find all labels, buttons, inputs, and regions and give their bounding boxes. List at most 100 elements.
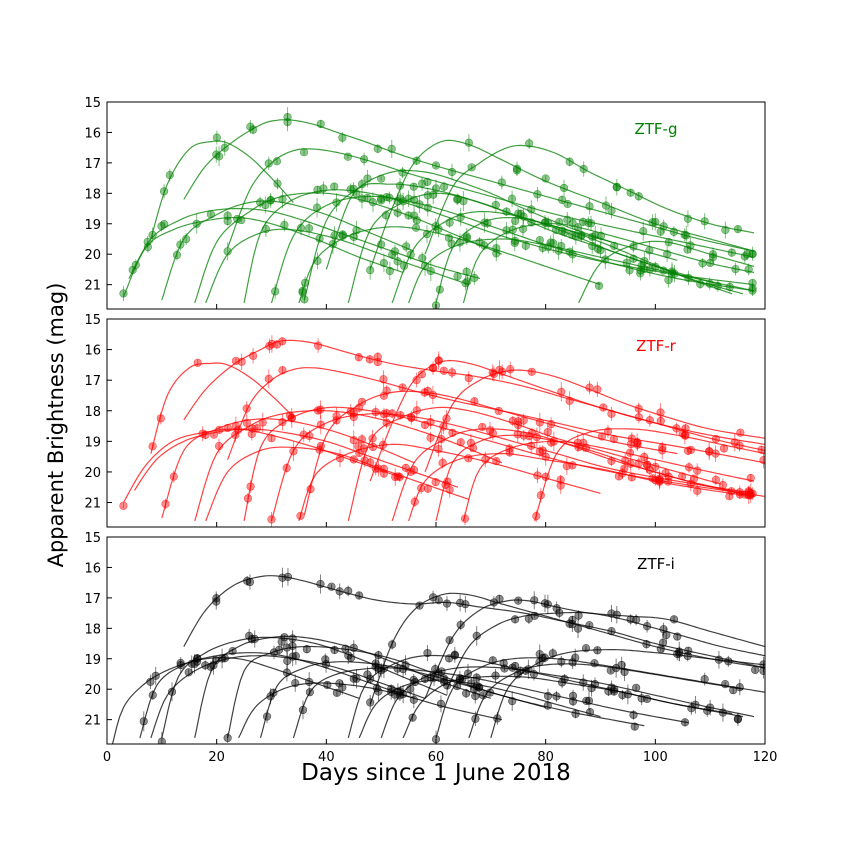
data-point xyxy=(597,432,606,441)
data-point xyxy=(634,404,643,413)
data-point xyxy=(555,608,564,617)
data-point xyxy=(442,414,451,423)
data-point xyxy=(160,220,169,229)
data-point xyxy=(437,434,446,444)
data-point xyxy=(461,600,470,609)
data-point xyxy=(220,143,229,152)
model-curve-10 xyxy=(194,192,503,304)
data-point xyxy=(332,688,342,697)
data-point xyxy=(714,655,724,664)
data-points-11 xyxy=(267,407,757,527)
data-points-0 xyxy=(231,335,739,452)
data-point xyxy=(683,651,692,661)
data-point xyxy=(626,459,635,468)
data-point xyxy=(584,696,594,705)
data-point xyxy=(610,687,619,696)
data-point xyxy=(643,694,652,704)
data-point xyxy=(462,267,471,276)
data-point xyxy=(495,594,504,603)
data-point xyxy=(759,456,765,465)
data-point xyxy=(508,663,517,672)
data-point xyxy=(541,452,550,461)
data-point xyxy=(574,611,583,620)
data-point xyxy=(407,413,416,423)
data-point xyxy=(439,366,448,375)
model-curve-18 xyxy=(408,238,755,304)
data-point xyxy=(332,412,341,421)
data-point xyxy=(536,491,545,500)
model-curve-16 xyxy=(468,663,744,739)
data-points-8 xyxy=(209,630,488,704)
data-point xyxy=(658,446,667,455)
data-point xyxy=(341,644,350,653)
data-point xyxy=(385,266,394,276)
data-point xyxy=(242,418,251,427)
data-point xyxy=(245,577,255,587)
x-tick-label: 0 xyxy=(103,750,111,765)
data-point xyxy=(573,223,582,232)
data-point xyxy=(630,722,639,731)
data-point xyxy=(217,654,227,663)
data-point xyxy=(304,224,314,233)
data-point xyxy=(228,647,237,656)
data-points-19 xyxy=(532,424,765,522)
data-point xyxy=(428,593,438,602)
data-points-8 xyxy=(119,211,394,302)
data-points-4 xyxy=(467,138,742,239)
data-point xyxy=(478,422,487,432)
data-point xyxy=(681,431,690,440)
data-point xyxy=(559,183,569,193)
data-point xyxy=(243,494,253,503)
data-point xyxy=(664,238,673,247)
y-tick-label: 21 xyxy=(84,497,101,512)
data-point xyxy=(506,365,515,374)
data-point xyxy=(313,256,322,265)
data-point xyxy=(568,615,577,624)
y-tick-label: 20 xyxy=(84,466,101,481)
data-points-19 xyxy=(480,216,753,276)
data-point xyxy=(431,477,440,487)
data-point xyxy=(388,250,397,259)
data-point xyxy=(379,469,389,478)
data-point xyxy=(393,664,402,673)
data-point xyxy=(212,594,221,603)
y-tick-label: 15 xyxy=(84,531,101,546)
data-point xyxy=(464,138,474,147)
data-point xyxy=(379,258,389,268)
y-tick-label: 20 xyxy=(84,683,101,698)
data-point xyxy=(513,670,522,679)
data-point xyxy=(373,144,382,153)
y-tick-label: 21 xyxy=(84,279,101,294)
data-point xyxy=(349,436,358,445)
data-point xyxy=(431,184,441,193)
data-point xyxy=(629,254,638,263)
data-point xyxy=(323,680,332,690)
data-point xyxy=(184,668,193,677)
data-point xyxy=(718,480,727,490)
data-point xyxy=(434,224,443,234)
data-point xyxy=(651,217,660,227)
model-curve-0 xyxy=(183,575,765,669)
data-point xyxy=(382,409,391,418)
data-point xyxy=(206,210,215,219)
y-tick-label: 20 xyxy=(84,248,101,263)
data-point xyxy=(282,643,292,652)
panel-label: ZTF-g xyxy=(634,120,677,138)
data-point xyxy=(508,416,517,426)
data-point xyxy=(640,264,649,274)
data-point xyxy=(456,598,465,608)
model-curve-16 xyxy=(205,228,470,304)
data-point xyxy=(344,586,353,595)
data-points-13 xyxy=(395,661,728,722)
data-point xyxy=(626,615,635,624)
data-point xyxy=(450,651,459,660)
data-point xyxy=(606,666,615,675)
data-point xyxy=(645,465,654,475)
data-point xyxy=(560,674,569,684)
data-point xyxy=(711,449,720,458)
data-point xyxy=(744,265,753,274)
data-point xyxy=(242,404,251,413)
model-curve-14 xyxy=(435,434,744,522)
data-point xyxy=(119,501,128,510)
